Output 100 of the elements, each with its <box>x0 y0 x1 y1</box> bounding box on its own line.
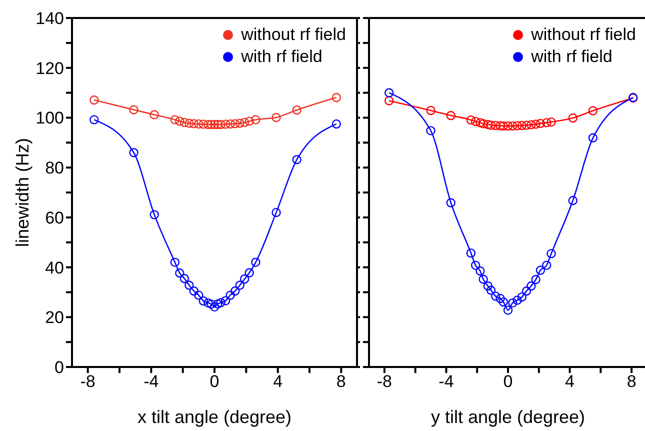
point <box>498 121 508 131</box>
point <box>230 119 240 128</box>
point <box>90 95 99 105</box>
point <box>272 208 281 218</box>
point <box>210 120 220 130</box>
x-axis-title: x tilt angle (degree) <box>137 407 292 427</box>
point <box>491 292 500 301</box>
point <box>568 113 578 123</box>
point <box>522 120 532 130</box>
point <box>546 117 556 127</box>
point <box>204 120 213 130</box>
legend-label: with rf field <box>241 46 322 68</box>
point <box>542 260 552 270</box>
y-tick-label: 60 <box>45 208 64 228</box>
point <box>483 281 493 291</box>
point <box>206 120 216 130</box>
point <box>588 133 598 143</box>
point <box>198 296 208 306</box>
point <box>292 154 302 164</box>
point <box>150 210 159 220</box>
point <box>384 88 394 98</box>
point <box>478 274 488 284</box>
point <box>491 120 500 130</box>
point <box>476 118 485 128</box>
x-tick-label: 4 <box>273 372 283 392</box>
point <box>476 266 485 276</box>
point <box>517 292 526 302</box>
x-tick-label: 8 <box>336 372 346 392</box>
point <box>129 148 138 158</box>
point <box>426 106 436 116</box>
point <box>251 258 260 267</box>
point <box>426 126 436 136</box>
point <box>512 121 522 130</box>
point <box>466 115 476 125</box>
x-tick-label: -8 <box>80 372 96 392</box>
y-tick-label: 140 <box>36 9 64 28</box>
point <box>150 110 159 120</box>
point <box>486 120 496 130</box>
point <box>522 286 532 296</box>
point <box>503 121 513 131</box>
x-tick-label: -4 <box>144 372 159 392</box>
point <box>478 119 488 128</box>
legend-label: with rf field <box>531 46 612 68</box>
point <box>251 115 260 124</box>
point <box>226 290 235 300</box>
point <box>526 120 536 130</box>
x-tick-label: -8 <box>376 372 392 392</box>
point <box>508 298 518 308</box>
point <box>220 296 230 306</box>
point <box>486 286 496 295</box>
point <box>213 299 222 309</box>
point <box>332 119 342 129</box>
point <box>531 274 540 284</box>
point <box>180 274 190 284</box>
point <box>531 120 540 129</box>
point <box>184 280 194 290</box>
point <box>213 120 222 130</box>
y-tick-label: 120 <box>36 58 64 78</box>
point <box>194 119 204 129</box>
point <box>240 274 250 284</box>
point <box>546 248 556 258</box>
point <box>470 260 480 270</box>
point <box>230 286 240 296</box>
point <box>446 198 456 208</box>
legend-label: without rf field <box>241 24 346 46</box>
point <box>235 280 244 290</box>
point <box>90 115 99 124</box>
point <box>210 302 220 312</box>
point <box>184 118 194 128</box>
point <box>189 119 199 128</box>
point <box>384 96 394 106</box>
point <box>292 105 302 115</box>
point <box>483 120 493 130</box>
y-tick-label: 20 <box>45 308 64 328</box>
point <box>332 92 342 102</box>
x-tick-label: 0 <box>210 372 220 392</box>
x-tick-label: 8 <box>626 372 636 392</box>
point <box>568 196 578 206</box>
point <box>170 258 180 267</box>
point <box>175 268 184 278</box>
point <box>235 118 244 128</box>
y-tick-label: 40 <box>45 258 64 278</box>
point <box>536 266 546 275</box>
point <box>129 105 138 114</box>
point <box>170 115 180 124</box>
y-tick-label: 80 <box>45 158 64 178</box>
point <box>216 120 226 130</box>
x-axis-title: y tilt angle (degree) <box>430 407 586 427</box>
point <box>517 120 526 130</box>
point <box>508 121 518 131</box>
x-tick-label: 0 <box>503 372 513 392</box>
point <box>498 297 508 307</box>
point <box>226 119 235 129</box>
point <box>542 118 552 128</box>
point <box>512 296 522 305</box>
point <box>244 116 254 126</box>
point <box>198 120 208 129</box>
point <box>175 116 184 126</box>
point <box>503 306 513 315</box>
point <box>180 118 190 128</box>
